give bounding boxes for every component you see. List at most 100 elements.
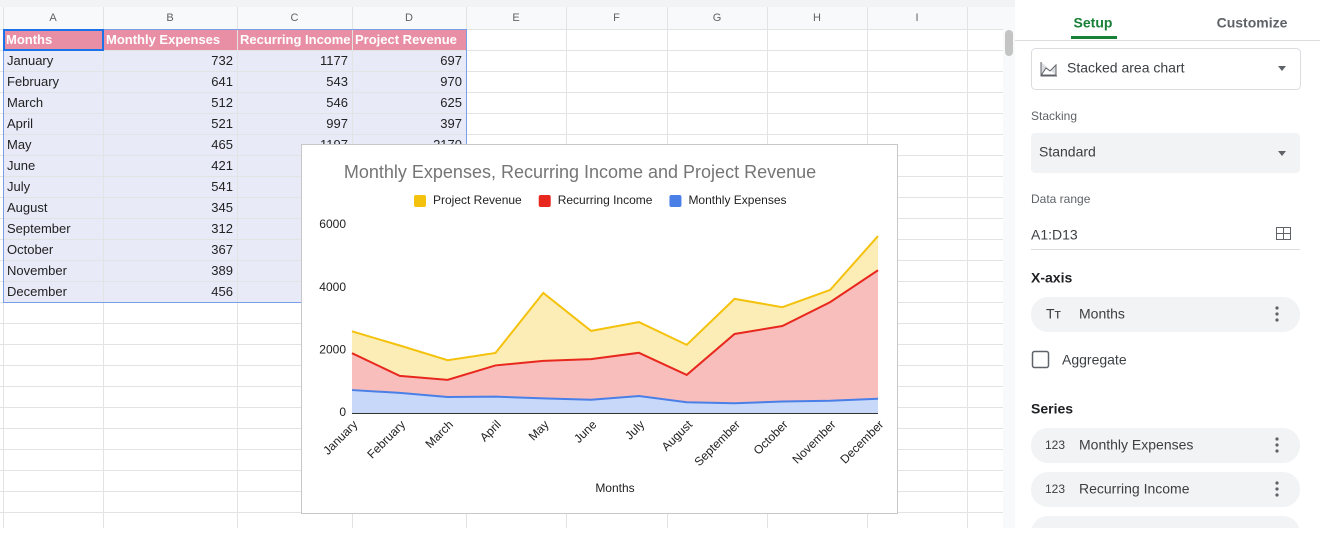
cell: 465 (211, 137, 233, 152)
header-fill (3, 29, 466, 50)
area-fill (352, 236, 878, 380)
chart-frame[interactable] (301, 144, 898, 514)
column-header-bar (0, 7, 1003, 29)
area-line (351, 269, 879, 381)
area-line (351, 389, 879, 405)
chart-icon (1040, 62, 1057, 77)
tab[interactable]: Setup (1074, 15, 1113, 31)
cell: 546 (326, 95, 348, 110)
x-axis-pill[interactable] (1031, 297, 1300, 332)
x-axis-title: Months (595, 481, 634, 495)
scrollbar (1003, 7, 1015, 528)
chart-type-dropdown[interactable] (1031, 48, 1301, 90)
legend-label: Monthly Expenses (688, 193, 786, 207)
chart-title: Monthly Expenses, Recurring Income and P… (344, 162, 816, 182)
label: Stacking (1031, 109, 1077, 123)
column-letter: I (915, 12, 918, 24)
series-pill[interactable] (1031, 516, 1300, 533)
kebab[interactable] (1275, 306, 1279, 322)
tab-indicator (1071, 36, 1117, 39)
dropdown-arrow (1278, 66, 1286, 71)
cell: 367 (211, 242, 233, 257)
area-line (351, 235, 879, 362)
cell: August (7, 200, 48, 215)
y-tick-label: 6000 (319, 217, 346, 231)
cell: July (7, 179, 31, 194)
grid-icon[interactable] (1276, 227, 1291, 240)
pill-icon: 123 (1045, 482, 1065, 496)
cell: 697 (440, 53, 462, 68)
cell: June (7, 158, 35, 173)
series-pill[interactable] (1031, 472, 1300, 507)
cell: 345 (211, 200, 233, 215)
pill-label: Months (1079, 306, 1125, 322)
checkbox[interactable] (1031, 350, 1050, 369)
sidebar: Setup Customize Stacked area chart Stack… (1015, 0, 1320, 533)
header-cell: Recurring Income (240, 32, 351, 47)
cell: November (7, 263, 68, 278)
pill-icon: Tт (1046, 306, 1062, 322)
legend-swatch (414, 195, 426, 207)
cell: 521 (211, 116, 233, 131)
y-tick-label: 2000 (319, 343, 346, 357)
cell: 456 (211, 284, 233, 299)
pill-icon: 123 (1045, 438, 1065, 452)
cell: 1177 (320, 53, 348, 68)
header-cell: Months (6, 32, 52, 47)
cell: 641 (211, 74, 233, 89)
kebab-dot[interactable] (1275, 449, 1279, 453)
stacking-dropdown[interactable] (1031, 133, 1300, 173)
legend-swatch (538, 195, 551, 207)
column-letter: F (613, 12, 620, 24)
kebab-dot[interactable] (1275, 481, 1279, 485)
cell: December (7, 284, 68, 299)
column-letter: C (291, 12, 299, 24)
y-tick-label: 0 (339, 405, 346, 419)
cell: May (7, 137, 32, 152)
cell: March (7, 95, 43, 110)
cell: 732 (211, 53, 233, 68)
cell: 997 (326, 116, 348, 131)
y-tick-label: 4000 (319, 280, 346, 294)
chart: Monthly Expenses, Recurring Income and P… (301, 144, 898, 514)
cell: 625 (440, 95, 462, 110)
pill-label: Recurring Income (1079, 481, 1190, 497)
cell: 543 (326, 74, 348, 89)
area-fill (352, 390, 878, 413)
cell: 397 (440, 116, 462, 131)
column-letter: D (405, 12, 413, 24)
tab[interactable]: Customize (1217, 15, 1288, 31)
series-pill[interactable] (1031, 428, 1300, 463)
column-letter: G (713, 12, 722, 24)
series-list: 123 Monthly Expenses 123 Recurring Income (1031, 428, 1300, 507)
data-range[interactable]: A1:D13 (1031, 227, 1078, 243)
cell: 970 (440, 74, 462, 89)
cell: April (7, 116, 33, 131)
legend-label: Recurring Income (558, 193, 653, 207)
kebab-dot[interactable] (1275, 437, 1279, 441)
header-cell: Monthly Expenses (106, 32, 220, 47)
kebab-dot[interactable] (1275, 493, 1279, 497)
scrollbar-thumb[interactable] (1005, 30, 1013, 56)
cell: 421 (211, 158, 233, 173)
column-letter: E (512, 12, 519, 24)
checkbox-label: Aggregate (1062, 352, 1127, 368)
legend-swatch (669, 195, 682, 207)
pill-label: Monthly Expenses (1079, 437, 1193, 453)
stacking-value: Standard (1039, 144, 1096, 160)
toolbar-strip (0, 0, 1015, 7)
kebab-dot[interactable] (1275, 487, 1279, 491)
cell: 389 (211, 263, 233, 278)
label: Data range (1031, 192, 1091, 206)
cell: 312 (211, 221, 233, 236)
section-title: X-axis (1031, 270, 1072, 286)
cell: September (7, 221, 71, 236)
selected-cell[interactable] (3, 29, 104, 51)
column-letter: B (166, 12, 173, 24)
legend-label: Project Revenue (433, 193, 522, 207)
section-title: Series (1031, 401, 1073, 417)
kebab-dot[interactable] (1275, 443, 1279, 447)
cell: 512 (211, 95, 233, 110)
column-letter: H (813, 12, 821, 24)
